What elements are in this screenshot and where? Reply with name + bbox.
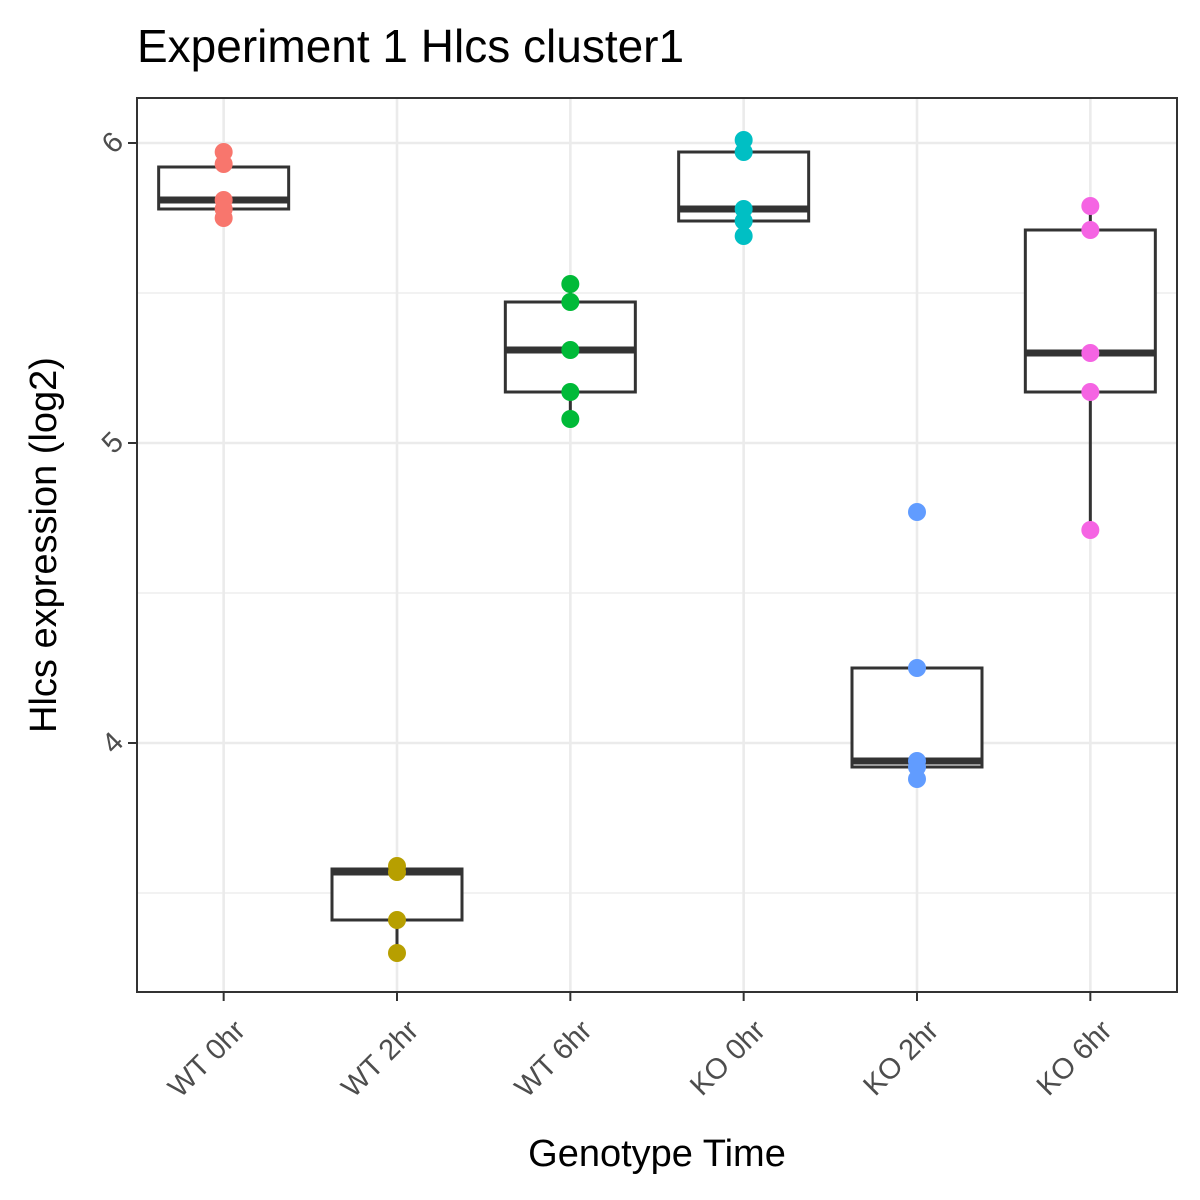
data-point: [734, 227, 753, 245]
panel-border: [136, 97, 1178, 993]
y-axis-title: Hlcs expression (log2): [23, 357, 65, 733]
data-point: [1081, 197, 1100, 215]
y-tick-labels: 4 5 6: [96, 126, 130, 760]
axis-ticks: [128, 142, 1092, 1001]
data-point: [388, 863, 406, 881]
x-tick-label: KO 0hr: [684, 1014, 772, 1102]
y-tick-label: 4: [96, 726, 130, 760]
y-tick-label: 6: [96, 126, 130, 160]
data-point: [388, 911, 406, 929]
data-point: [214, 155, 233, 173]
y-tick-label: 5: [96, 426, 130, 460]
x-tick-label: WT 6hr: [509, 1014, 599, 1104]
data-point: [561, 341, 580, 359]
box-6: [1023, 206, 1157, 530]
data-point: [908, 503, 926, 521]
data-point: [1081, 521, 1100, 539]
data-point: [561, 410, 580, 428]
data-point: [734, 212, 753, 230]
x-tick-label: WT 2hr: [336, 1014, 426, 1104]
x-tick-label: KO 6hr: [1031, 1014, 1119, 1102]
data-points: [214, 131, 1100, 962]
data-point: [388, 944, 406, 962]
data-point: [1081, 383, 1100, 401]
data-point: [214, 209, 233, 227]
gridlines: [137, 98, 1177, 992]
data-point: [561, 383, 580, 401]
data-point: [1081, 344, 1100, 362]
data-point: [734, 143, 753, 161]
data-point: [561, 293, 580, 311]
chart-title: Experiment 1 Hlcs cluster1: [137, 20, 684, 72]
box-iqr: [1023, 228, 1157, 394]
x-tick-label: KO 2hr: [857, 1014, 945, 1102]
box-5: [850, 666, 984, 779]
x-tick-label: WT 0hr: [162, 1014, 252, 1104]
data-point: [908, 770, 926, 788]
x-tick-labels: WT 0hr WT 2hr WT 6hr KO 0hr KO 2hr KO 6hr: [162, 1014, 1118, 1104]
data-point: [561, 275, 580, 293]
data-point: [908, 659, 926, 677]
data-point: [1081, 221, 1100, 239]
panel-background: [137, 98, 1177, 992]
x-axis-title: Genotype Time: [528, 1133, 786, 1175]
